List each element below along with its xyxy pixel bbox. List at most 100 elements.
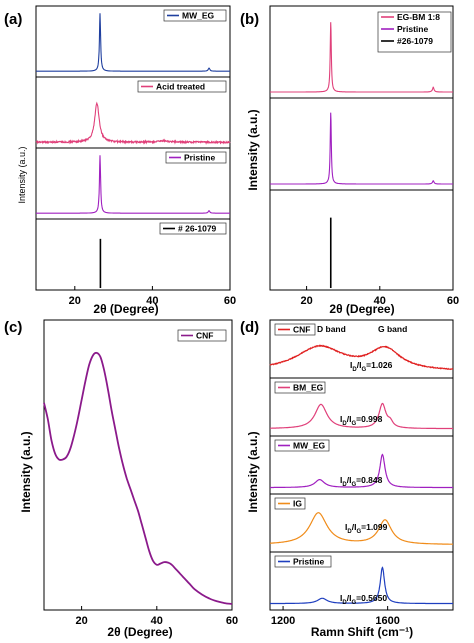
ratio-mid: /I (357, 360, 362, 370)
panel-d-ylabel: Intensity (a.u.) (246, 431, 260, 512)
x-tick-label: 40 (374, 295, 386, 307)
ratio-annotation: ID/IG=0.848 (340, 475, 383, 488)
legend-label: MW_EG (293, 441, 326, 451)
legend-label: MW_EG (182, 11, 215, 21)
legend-label: IG (293, 499, 302, 509)
ratio-annotation: ID/IG=0.998 (340, 414, 383, 427)
ratio-value: 0.848 (361, 475, 383, 485)
legend-box (159, 222, 227, 235)
ratio-eq: = (361, 522, 366, 532)
panel-c-series-line (43, 351, 233, 605)
ratio-i: I (340, 414, 342, 424)
panel-d-chart: CNFID/IG=1.026BM_EGID/IG=0.998MW_EGID/IG… (269, 319, 454, 627)
ratio-i: I (345, 522, 347, 532)
panel-b-series-line (270, 112, 453, 185)
ratio-sub-d: D (342, 600, 347, 606)
x-tick-label: 40 (151, 615, 163, 627)
ratio-eq: = (366, 360, 371, 370)
panel-d-series-line (270, 512, 453, 545)
ratio-eq: = (356, 475, 361, 485)
panel-c-xlabel: 2θ (Degree) (107, 625, 172, 639)
legend-label: Pristine (293, 557, 324, 567)
legend-label: Acid treated (156, 82, 205, 92)
x-tick-label: 1600 (375, 615, 399, 627)
panel-d-frame (269, 319, 454, 611)
ratio-i: I (350, 360, 352, 370)
panel-d-legend: BM_EG (274, 381, 326, 394)
legend-box (274, 555, 332, 568)
ratio-mid: /I (347, 593, 352, 603)
panel-a-legend: # 26-1079 (159, 222, 227, 235)
g-band-label: G band (378, 324, 407, 334)
ratio-sub-g: G (351, 482, 356, 488)
ratio-eq: = (356, 593, 361, 603)
ratio-annotation: ID/IG=0.5650 (340, 593, 387, 606)
legend-label: CNF (196, 331, 213, 341)
x-tick-label: 1200 (271, 615, 295, 627)
legend-label: Pristine (397, 24, 428, 34)
panel-d-legend: MW_EG (274, 439, 330, 452)
x-tick-label: 20 (300, 295, 312, 307)
legend-box (274, 381, 326, 394)
panel-c-chart: CNF 20 40 60 (43, 319, 238, 627)
panel-c-ylabel: Intensity (a.u.) (19, 431, 33, 512)
legend-box (377, 11, 452, 53)
x-tick-label: 20 (69, 295, 81, 307)
panel-b-series-line (270, 22, 453, 93)
legend-box (274, 323, 316, 336)
panel-d-series-line (270, 453, 453, 489)
panel-d-legend: CNF (274, 323, 316, 336)
panel-d-xlabel: Ramn Shift (cm⁻¹) (311, 625, 413, 639)
panel-d-legend: IG (274, 497, 306, 510)
ratio-annotation: ID/IG=1.099 (345, 522, 388, 535)
panel-label-b: (b) (240, 11, 259, 28)
x-tick-label: 60 (224, 295, 236, 307)
ratio-i: I (340, 475, 342, 485)
ratio-sub-d: D (352, 367, 357, 373)
ratio-sub-g: G (351, 421, 356, 427)
ratio-i: I (340, 593, 342, 603)
legend-label: BM_EG (293, 383, 324, 393)
x-tick-label: 20 (75, 615, 87, 627)
legend-label: EG-BM 1:8 (397, 12, 440, 22)
panel-a-legend: MW_EG (163, 9, 227, 22)
panel-a-legend: Acid treated (137, 80, 227, 93)
panel-a-legend: Pristine (165, 151, 227, 164)
panel-b-ylabel: Intensity (a.u.) (246, 109, 260, 190)
ratio-sub-d: D (347, 529, 352, 535)
panel-b-legend: EG-BM 1:8 Pristine #26-1079 (377, 11, 452, 53)
panel-label-d: (d) (240, 319, 259, 336)
legend-box (165, 151, 227, 164)
ratio-eq: = (356, 414, 361, 424)
ratio-sub-d: D (342, 421, 347, 427)
panel-a-xlabel: 2θ (Degree) (93, 302, 158, 316)
ratio-annotation: ID/IG=1.026 (350, 360, 393, 373)
panel-b-frame (269, 5, 454, 291)
panel-d-series-line (270, 566, 453, 605)
panel-d-series-line (270, 402, 453, 430)
ratio-mid: /I (347, 475, 352, 485)
d-band-label: D band (317, 324, 346, 334)
ratio-mid: /I (347, 414, 352, 424)
x-tick-label: 40 (146, 295, 158, 307)
legend-label: #26-1079 (397, 36, 433, 46)
panel-a-series-line (35, 101, 231, 145)
x-tick-label: 60 (447, 295, 459, 307)
ratio-mid: /I (352, 522, 357, 532)
panel-a-chart: MW_EG Acid treated Pristine # 26-1079 20 40 60 (35, 5, 236, 307)
panel-d-series-line (269, 344, 454, 371)
ratio-value: 1.099 (366, 522, 388, 532)
ratio-sub-d: D (342, 482, 347, 488)
ratio-sub-g: G (356, 529, 361, 535)
legend-label: # 26-1079 (178, 224, 217, 234)
ratio-value: 1.026 (371, 360, 393, 370)
panel-label-a: (a) (4, 11, 22, 28)
panel-a-series-line (36, 155, 230, 214)
legend-box (137, 80, 227, 93)
ratio-sub-g: G (361, 367, 366, 373)
legend-label: Pristine (184, 153, 215, 163)
ratio-value: 0.998 (361, 414, 383, 424)
ratio-value: 0.5650 (361, 593, 387, 603)
legend-label: CNF (293, 325, 310, 335)
